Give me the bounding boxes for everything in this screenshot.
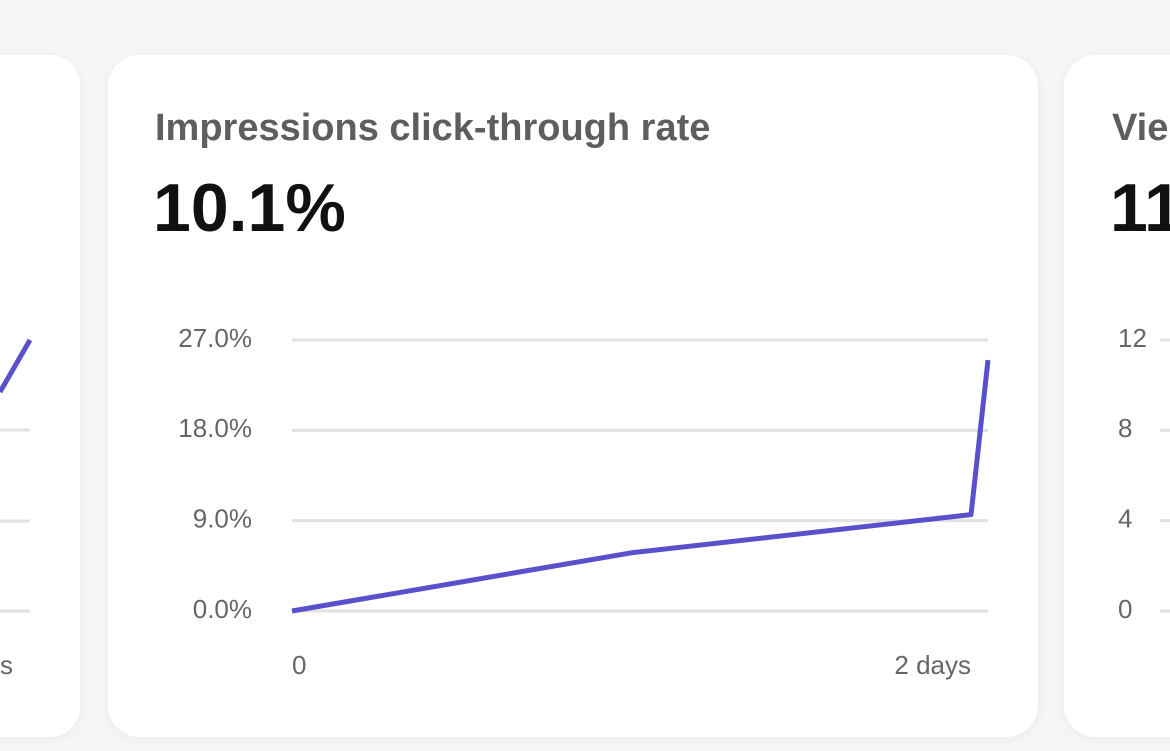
data-line [291, 359, 991, 614]
line-fragment [0, 338, 33, 394]
card [1064, 55, 1170, 737]
x-tick-label: s [0, 650, 13, 680]
y-tick-label: 12 [1118, 323, 1147, 353]
card-title: Vie [1112, 107, 1168, 149]
x-tick-label: 0 [292, 650, 306, 680]
y-tick-label: 0.0% [193, 594, 252, 624]
x-tick-label: 2 days [894, 650, 971, 680]
card [0, 55, 80, 737]
y-tick-label: 4 [1118, 504, 1132, 534]
metric-value: 10.1% [153, 170, 346, 246]
y-tick-label: 27.0% [178, 323, 252, 353]
y-tick-label: 8 [1118, 413, 1132, 443]
y-tick-label: 18.0% [178, 413, 252, 443]
y-tick-label: 0 [1118, 594, 1132, 624]
card [108, 55, 1038, 737]
card-title: Impressions click-through rate [155, 107, 710, 149]
metric-value: 11 [1110, 170, 1170, 246]
y-tick-label: 9.0% [193, 504, 252, 534]
